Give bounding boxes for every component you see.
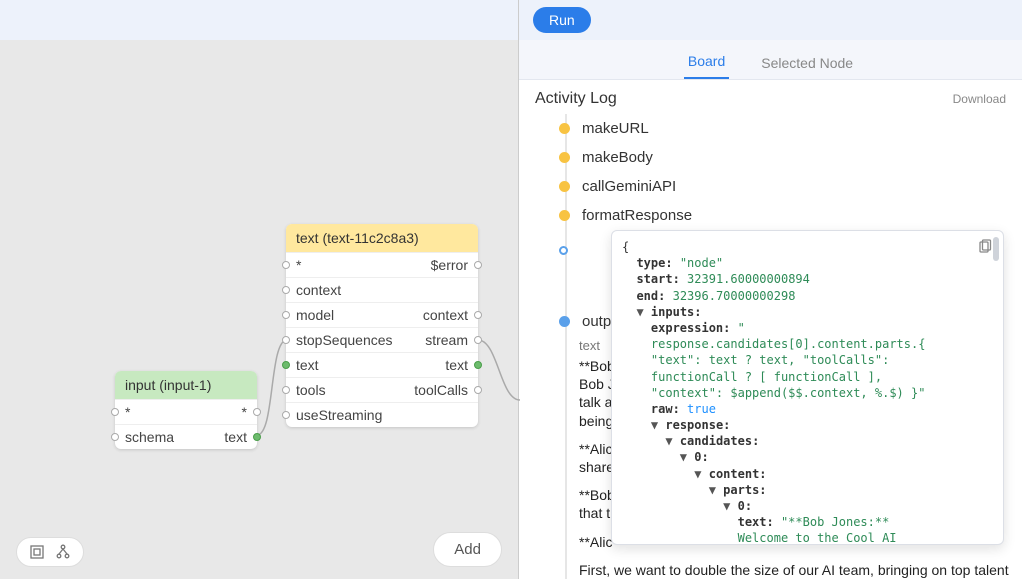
port-icon[interactable] (282, 361, 290, 369)
log-item-label (580, 242, 584, 259)
json-inspector[interactable]: { type: "node" start: 32391.60000000894 … (611, 230, 1004, 545)
port-label: schema (125, 429, 174, 445)
port-icon[interactable] (253, 408, 261, 416)
node-row: schema text (115, 424, 257, 449)
fit-view-icon[interactable] (29, 544, 45, 560)
port-label: $error (431, 257, 468, 273)
node-input[interactable]: input (input-1) * * schema text (115, 371, 257, 449)
port-label: * (125, 404, 130, 420)
port-label: text (296, 357, 319, 373)
node-row: * * (115, 399, 257, 424)
log-item[interactable]: callGeminiAPI (559, 172, 1022, 201)
port-label: * (242, 404, 247, 420)
node-row: tools toolCalls (286, 377, 478, 402)
graph-icon[interactable] (55, 544, 71, 560)
node-text[interactable]: text (text-11c2c8a3) * $error context mod… (286, 224, 478, 427)
tab-selected-node[interactable]: Selected Node (757, 45, 857, 79)
port-icon[interactable] (474, 361, 482, 369)
canvas-tools (16, 537, 84, 567)
tabs: Board Selected Node (519, 40, 1022, 80)
dot-icon (559, 123, 570, 134)
node-row: context (286, 277, 478, 302)
port-label: text (224, 429, 247, 445)
json-end: 32396.70000000298 (673, 289, 796, 303)
log-item-label: makeURL (582, 120, 649, 137)
transcript-line: that t (579, 505, 610, 521)
download-link[interactable]: Download (953, 92, 1006, 106)
log-item-label: makeBody (582, 149, 653, 166)
canvas-pane[interactable]: input (input-1) * * schema text text (te… (0, 0, 519, 579)
run-bar: Run (519, 0, 1022, 40)
dot-icon (559, 210, 570, 221)
transcript-line: talk a (579, 394, 612, 410)
port-icon[interactable] (474, 386, 482, 394)
transcript-line: **Bob (579, 487, 615, 503)
port-label: text (445, 357, 468, 373)
port-label: stream (425, 332, 468, 348)
log-body: makeURL makeBody callGeminiAPI formatRes… (519, 114, 1022, 579)
right-panel: Run Board Selected Node Activity Log Dow… (519, 0, 1022, 579)
json-start: 32391.60000000894 (687, 272, 810, 286)
log-item-label: formatResponse (582, 207, 692, 224)
add-button[interactable]: Add (433, 532, 502, 567)
json-content: { type: "node" start: 32391.60000000894 … (622, 239, 993, 545)
port-icon[interactable] (282, 311, 290, 319)
copy-icon[interactable] (977, 239, 993, 259)
node-row: stopSequences stream (286, 327, 478, 352)
dot-icon (559, 316, 570, 327)
json-raw: true (687, 402, 716, 416)
transcript-line: **Alic (579, 441, 612, 457)
port-icon[interactable] (282, 411, 290, 419)
port-label: tools (296, 382, 326, 398)
transcript-line: Bob J (579, 376, 615, 392)
port-label: context (296, 282, 341, 298)
transcript-line: share (579, 459, 614, 475)
port-icon[interactable] (474, 261, 482, 269)
port-icon[interactable] (474, 311, 482, 319)
transcript-line: **Bob (579, 358, 615, 374)
app-root: input (input-1) * * schema text text (te… (0, 0, 1022, 579)
port-label: model (296, 307, 334, 323)
log-item[interactable]: makeURL (559, 114, 1022, 143)
dot-icon (559, 152, 570, 163)
port-icon[interactable] (282, 286, 290, 294)
port-label: stopSequences (296, 332, 393, 348)
transcript-line: **Alic (579, 534, 612, 550)
port-icon[interactable] (111, 433, 119, 441)
port-icon[interactable] (282, 261, 290, 269)
tab-board[interactable]: Board (684, 43, 729, 79)
dot-icon (559, 246, 568, 255)
edge-text-out (478, 340, 520, 410)
node-input-title: input (input-1) (115, 371, 257, 399)
log-item[interactable]: makeBody (559, 143, 1022, 172)
dot-icon (559, 181, 570, 192)
port-icon[interactable] (474, 336, 482, 344)
scrollbar-thumb[interactable] (993, 237, 999, 261)
port-label: toolCalls (414, 382, 468, 398)
port-label: context (423, 307, 468, 323)
node-row: useStreaming (286, 402, 478, 427)
transcript-final: First, we want to double the size of our… (579, 561, 1009, 579)
node-text-title: text (text-11c2c8a3) (286, 224, 478, 252)
port-icon[interactable] (253, 433, 261, 441)
node-row: text text (286, 352, 478, 377)
node-row: model context (286, 302, 478, 327)
log-header: Activity Log Download (519, 80, 1022, 114)
node-row: * $error (286, 252, 478, 277)
canvas-top-banner (0, 0, 518, 40)
port-icon[interactable] (282, 386, 290, 394)
log-title: Activity Log (535, 90, 617, 108)
port-icon[interactable] (282, 336, 290, 344)
port-label: useStreaming (296, 407, 382, 423)
port-label: * (296, 257, 301, 273)
port-icon[interactable] (111, 408, 119, 416)
log-item-label: callGeminiAPI (582, 178, 676, 195)
log-item[interactable]: formatResponse (559, 201, 1022, 230)
run-button[interactable]: Run (533, 7, 591, 33)
transcript-line: being (579, 413, 613, 429)
